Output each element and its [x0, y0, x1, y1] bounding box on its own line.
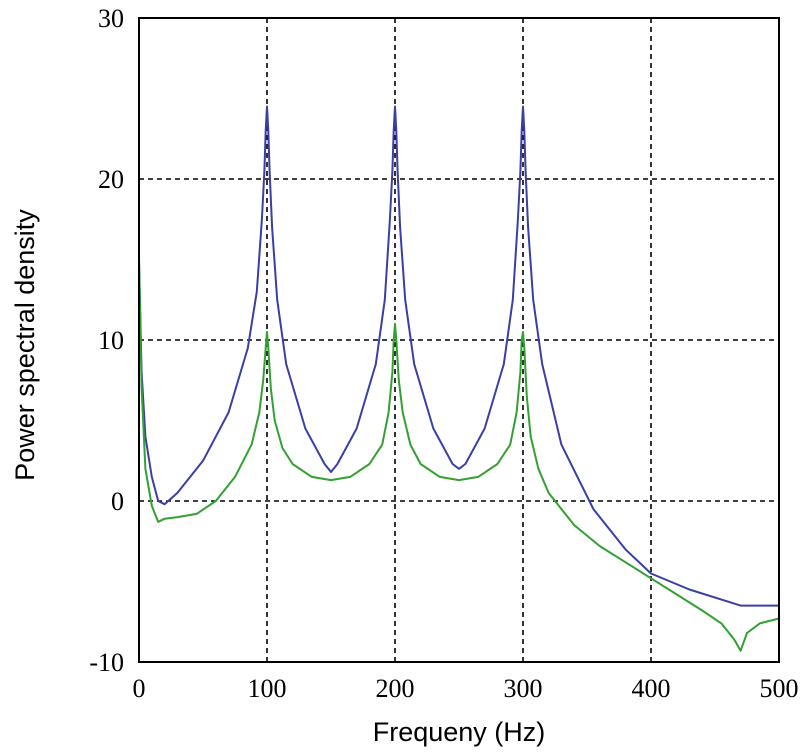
x-axis-label: Frequeny (Hz): [373, 717, 546, 747]
y-axis-label: Power spectral density: [10, 209, 40, 481]
x-tick-label-200: 200: [376, 674, 415, 703]
tick-labels: 0 100 200 300 400 500 -10 0 10 20 30: [89, 4, 798, 703]
series-line-green: [138, 259, 780, 652]
x-tick-label-0: 0: [133, 674, 146, 703]
series-layer: [138, 105, 780, 652]
y-tick-label-0: 0: [111, 487, 124, 516]
x-tick-label-300: 300: [504, 674, 543, 703]
x-tick-label-400: 400: [632, 674, 671, 703]
x-tick-label-500: 500: [760, 674, 799, 703]
y-tick-label-10: 10: [98, 326, 124, 355]
x-tick-label-100: 100: [248, 674, 287, 703]
series-line-blue: [138, 105, 779, 607]
y-tick-label-20: 20: [98, 165, 124, 194]
y-tick-label--10: -10: [89, 648, 124, 677]
plot-frame: [138, 17, 780, 663]
y-tick-label-30: 30: [98, 4, 124, 33]
grid: [139, 18, 779, 662]
